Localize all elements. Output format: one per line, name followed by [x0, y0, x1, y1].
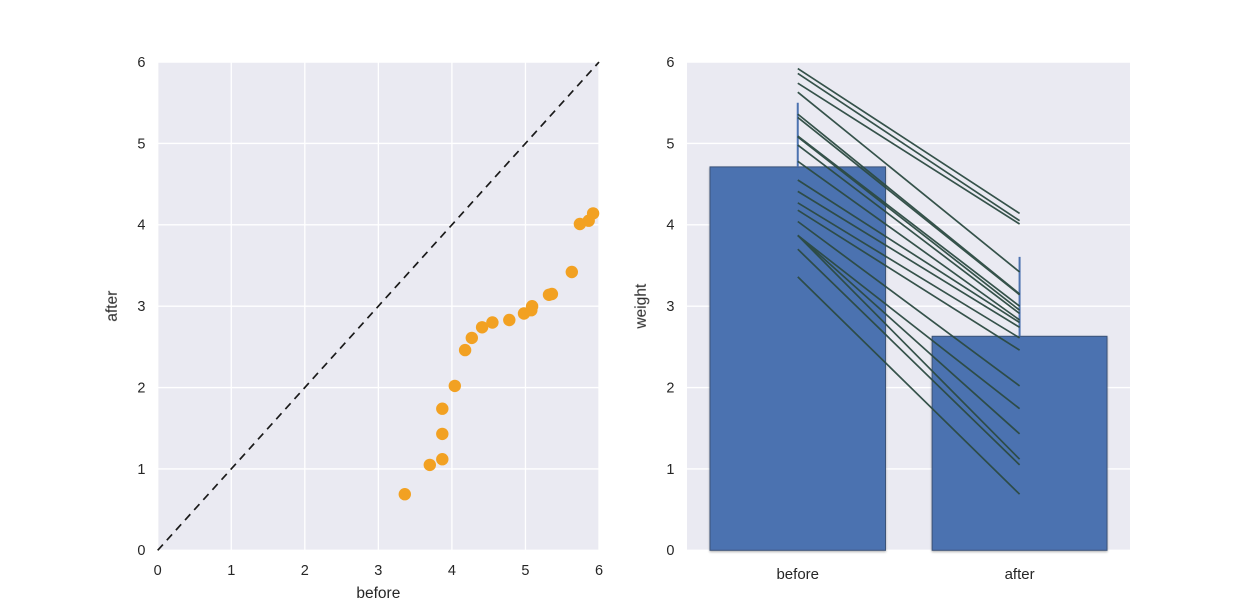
- svg-text:1: 1: [137, 462, 145, 478]
- svg-text:1: 1: [227, 563, 235, 579]
- svg-text:5: 5: [137, 136, 145, 152]
- svg-text:5: 5: [521, 563, 529, 579]
- svg-text:after: after: [104, 291, 121, 322]
- svg-text:1: 1: [666, 462, 674, 478]
- svg-text:0: 0: [154, 563, 162, 579]
- svg-text:6: 6: [137, 55, 145, 71]
- svg-text:3: 3: [137, 299, 145, 315]
- svg-text:before: before: [356, 585, 400, 602]
- svg-text:2: 2: [666, 380, 674, 396]
- svg-text:4: 4: [666, 218, 674, 234]
- svg-text:4: 4: [137, 218, 145, 234]
- svg-text:before: before: [776, 566, 819, 583]
- svg-text:after: after: [1005, 566, 1035, 583]
- svg-text:4: 4: [448, 563, 456, 579]
- svg-text:2: 2: [137, 380, 145, 396]
- svg-text:weight: weight: [633, 283, 650, 329]
- svg-text:6: 6: [595, 563, 603, 579]
- svg-text:6: 6: [666, 55, 674, 71]
- svg-text:0: 0: [666, 543, 674, 559]
- svg-text:2: 2: [301, 563, 309, 579]
- svg-text:3: 3: [374, 563, 382, 579]
- svg-text:0: 0: [137, 543, 145, 559]
- svg-text:3: 3: [666, 299, 674, 315]
- svg-text:5: 5: [666, 136, 674, 152]
